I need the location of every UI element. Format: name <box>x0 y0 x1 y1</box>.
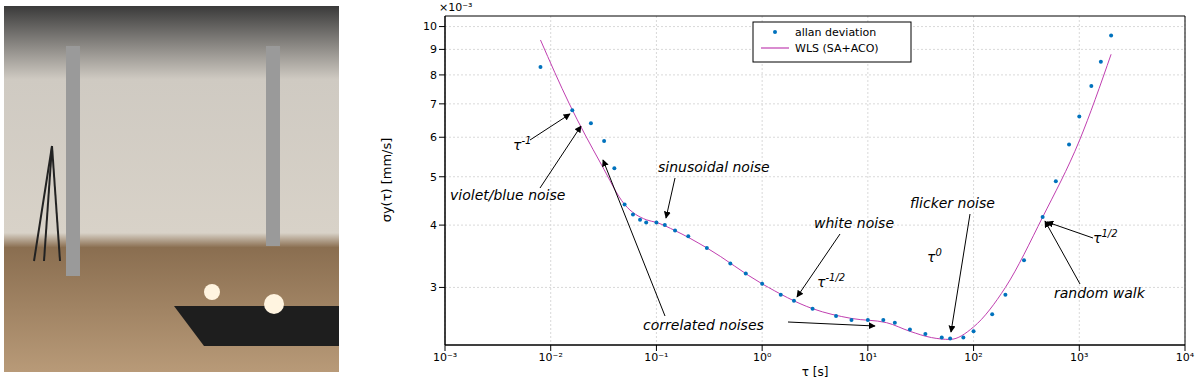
svg-text:10²: 10² <box>964 351 982 364</box>
svg-text:8: 8 <box>430 69 437 82</box>
svg-text:τ [s]: τ [s] <box>802 365 829 379</box>
svg-text:allan deviation: allan deviation <box>795 26 876 39</box>
svg-text:white noise: white noise <box>814 215 894 231</box>
svg-text:10⁻¹: 10⁻¹ <box>644 351 668 364</box>
svg-text:×10⁻³: ×10⁻³ <box>439 1 472 14</box>
svg-text:10¹: 10¹ <box>859 351 877 364</box>
svg-text:9: 9 <box>430 43 437 56</box>
svg-text:sinusoidal noise: sinusoidal noise <box>658 159 770 175</box>
svg-text:10⁴: 10⁴ <box>1176 351 1195 364</box>
svg-text:τ1/2: τ1/2 <box>1093 228 1118 246</box>
svg-text:WLS (SA+ACO): WLS (SA+ACO) <box>795 42 879 55</box>
svg-text:random walk: random walk <box>1054 285 1146 301</box>
svg-text:10: 10 <box>423 20 437 33</box>
svg-text:10⁻²: 10⁻² <box>539 351 563 364</box>
svg-text:5: 5 <box>430 171 437 184</box>
svg-text:τ0: τ0 <box>927 247 942 265</box>
svg-text:flicker noise: flicker noise <box>910 195 995 211</box>
svg-text:correlated noises: correlated noises <box>643 317 764 333</box>
svg-text:τ-1/2: τ-1/2 <box>817 272 845 290</box>
svg-text:3: 3 <box>430 281 437 294</box>
svg-text:6: 6 <box>430 131 437 144</box>
svg-text:7: 7 <box>430 98 437 111</box>
svg-text:10⁰: 10⁰ <box>753 351 772 364</box>
svg-text:10³: 10³ <box>1070 351 1088 364</box>
svg-text:10⁻³: 10⁻³ <box>433 351 457 364</box>
svg-text:τ-1: τ-1 <box>513 135 531 153</box>
svg-text:σy(τ) [mm/s]: σy(τ) [mm/s] <box>379 138 394 223</box>
svg-text:violet/blue noise: violet/blue noise <box>450 187 565 203</box>
svg-text:4: 4 <box>430 219 437 232</box>
